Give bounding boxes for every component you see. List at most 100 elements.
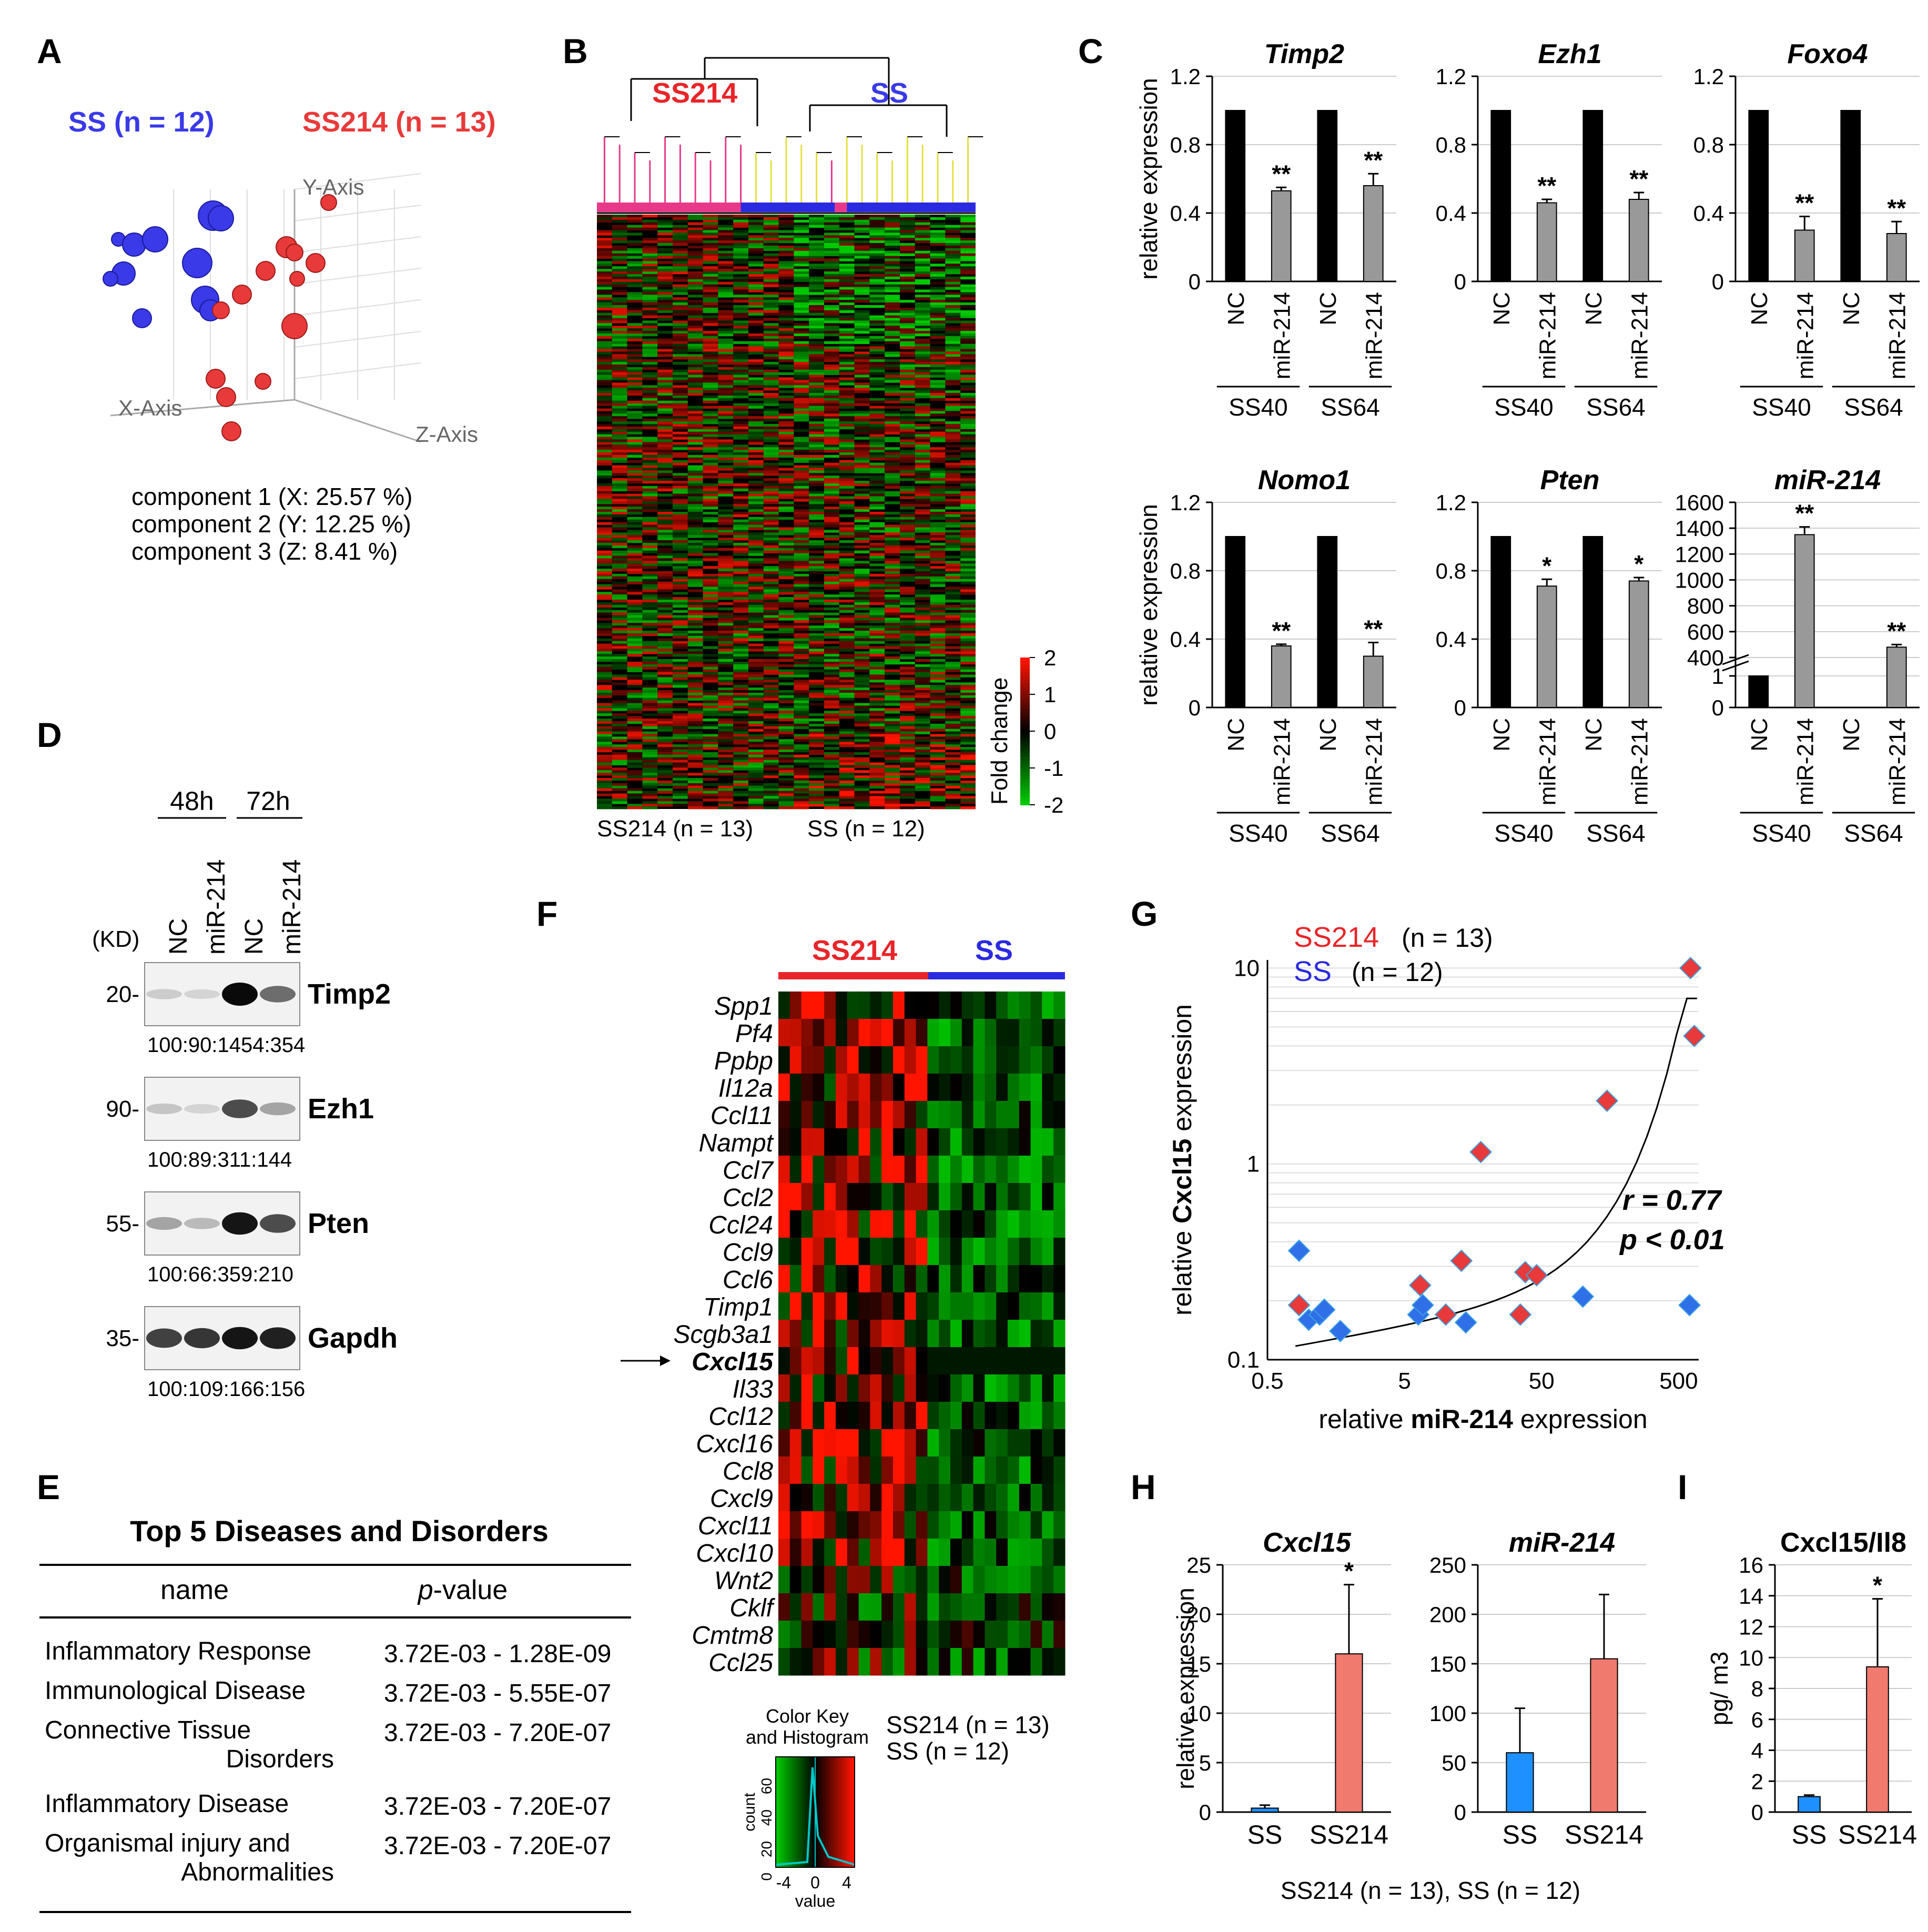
heatmap-cell [642,292,658,295]
heatmap-cell [824,654,839,657]
heatmap-cell [900,284,915,287]
heatmap-cell [809,682,824,685]
heatmap-cell [612,261,627,264]
heatmap-cell [885,697,900,701]
heatmap-cell [930,550,946,553]
heatmap-cell [854,581,870,584]
heatmap-cell [733,452,748,456]
heatmap-cell [778,488,794,492]
heatmap-cell [763,382,779,386]
heatmap-cell [748,238,764,241]
heatmap-cell [642,326,658,329]
heatmap-cell [748,788,764,791]
heatmap-cell [673,524,688,528]
heatmap-cell [763,793,779,796]
heatmap-cell [854,235,870,238]
heatmap-cell [657,439,673,442]
heatmap-cell [900,781,915,784]
heatmap-cell [778,493,794,497]
heatmap-cell [809,504,824,507]
heatmap-cell [794,349,809,352]
heatmap-cell [809,669,824,672]
heatmap-cell [597,439,612,442]
heatmap-cell [627,677,643,680]
heatmap-cell [718,504,734,507]
heatmap-cell [945,230,961,233]
heatmap-cell [703,532,718,535]
heatmap-cell [703,553,718,556]
heatmap-cell [612,452,627,456]
heatmap-cell [612,543,627,546]
heatmap-cell [824,662,839,665]
heatmap-cell [794,416,809,419]
heatmap-cell [960,750,976,753]
component-variance: component 3 (Z: 8.41 %) [131,538,398,565]
heatmap-cell [703,395,718,399]
heatmap-cell [673,659,688,662]
heatmap-cell [854,561,870,564]
heatmap-cell [869,400,885,403]
heatmap-cell [642,649,658,652]
sample-bar-ss [847,203,976,212]
heatmap-cell [733,504,748,507]
heatmap-cell [945,700,961,703]
heatmap-cell [763,736,779,740]
heatmap-cell [612,762,627,765]
heatmap-cell [900,215,915,218]
heatmap-cell [597,442,612,445]
heatmap-cell [794,357,809,360]
heatmap-cell [612,793,627,796]
heatmap-cell [824,380,839,383]
color-key-step [1020,768,1030,772]
heatmap-cell [809,406,824,409]
heatmap-cell [930,514,946,518]
heatmap-cell [597,271,612,275]
heatmap-cell [642,437,658,440]
heatmap-cell [642,310,658,313]
heatmap-cell [809,491,824,494]
heatmap-cell [854,300,870,303]
heatmap-cell [809,493,824,497]
heatmap-cell [597,312,612,316]
heatmap-cell [869,584,885,587]
heatmap-cell [642,726,658,730]
heatmap-cell [657,331,673,334]
heatmap-cell [915,692,930,696]
heatmap-cell [612,403,627,406]
heatmap-cell [839,328,855,331]
heatmap-cell [763,697,779,701]
heatmap-cell [839,791,855,794]
heatmap-cell [839,571,855,574]
heatmap-cell [839,561,855,564]
heatmap-cell [597,555,612,559]
heatmap-cell [945,281,961,285]
heatmap-cell [794,488,809,492]
heatmap-cell [657,493,673,497]
heatmap-cell [809,367,824,370]
heatmap-cell [930,762,946,765]
heatmap-cell [960,246,976,249]
heatmap-cell [657,310,673,313]
heatmap-cell [930,747,946,750]
heatmap-cell [748,398,764,401]
heatmap-cell [930,375,946,378]
heatmap-cells [597,215,976,810]
heatmap-cell [703,491,718,494]
heatmap-cell [612,439,627,442]
heatmap-cell [778,292,794,295]
heatmap-cell [778,507,794,510]
heatmap-cell [869,649,885,652]
heatmap-cell [718,742,734,745]
heatmap-cell [915,434,930,437]
heatmap-cell [869,454,885,458]
heatmap-cell [900,390,915,393]
heatmap-cell [869,434,885,437]
heatmap-cell [930,752,946,755]
heatmap-cell [763,581,779,584]
heatmap-cell [733,349,748,352]
heatmap-cell [612,783,627,786]
heatmap-cell [703,752,718,755]
heatmap-cell [687,406,703,409]
heatmap-cell [915,705,930,709]
heatmap-cell [778,246,794,249]
